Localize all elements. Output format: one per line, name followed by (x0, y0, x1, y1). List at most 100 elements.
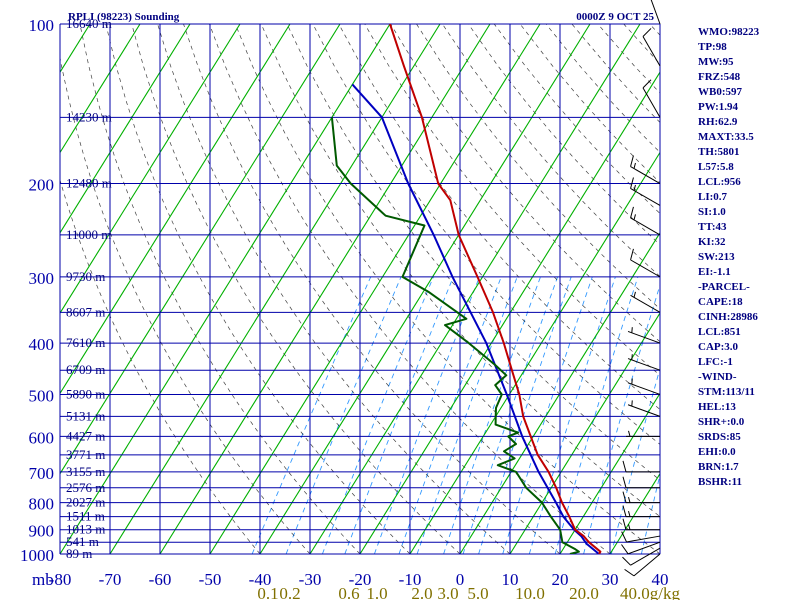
pressure-tick-label: 100 (29, 16, 55, 35)
mixing-ratio-tick-label: 3.0 (437, 584, 458, 600)
wind-barb-full (622, 518, 627, 530)
height-label: 16640 m (66, 16, 112, 31)
stability-index-item: HEL:13 (698, 401, 736, 413)
stability-index-item: SW:213 (698, 251, 735, 263)
mixing-ratio-tick-label: 2.0 (411, 584, 432, 600)
height-label: 11000 m (66, 227, 111, 242)
isotherm-line (60, 24, 391, 554)
stability-index-item: MW:95 (698, 56, 734, 68)
temperature-tick-label: 10 (502, 570, 519, 589)
pressure-tick-label: 300 (29, 269, 55, 288)
sounding-datetime: 0000Z 9 OCT 25 (576, 11, 654, 23)
isotherm-line (109, 24, 441, 554)
height-label: 14230 m (66, 109, 112, 124)
wind-barb (622, 505, 660, 518)
wind-barb-staff (630, 188, 661, 206)
pressure-tick-label: 200 (29, 176, 55, 195)
isotherm-line (60, 24, 141, 154)
mixing-ratio-tick-label: 0.6 (338, 584, 359, 600)
stability-index-item: FRZ:548 (698, 71, 741, 83)
wind-barb-full (621, 531, 627, 543)
stability-index-item: -PARCEL- (698, 281, 750, 293)
wind-barb-half (633, 214, 636, 221)
height-label: 8607 m (66, 304, 105, 319)
height-label: 2576 m (66, 480, 105, 495)
wind-barb-full (642, 79, 652, 89)
dewpoint-profile-line (330, 117, 580, 554)
isotherm-line (559, 392, 660, 554)
isotherm-line (209, 24, 541, 554)
mixing-ratio-tick-label: 0.2 (279, 584, 300, 600)
temperature-tick-label: -40 (249, 570, 272, 589)
height-label: 3771 m (66, 447, 105, 462)
temperature-axis-labels: -80 -70 -60 -50 -40 -30 -20 -10 0 10 20 30 40 (49, 570, 669, 589)
isotherm-line (159, 24, 491, 554)
pressure-tick-label: 1000 (20, 546, 54, 565)
stability-index-item: LI:0.7 (698, 191, 728, 203)
wind-barb-half (628, 430, 631, 437)
isotherm-line (509, 312, 660, 554)
wind-barb (650, 0, 661, 25)
stability-index-item: TP:98 (698, 41, 727, 53)
pressure-tick-label: 500 (29, 386, 55, 405)
wind-barb-staff (630, 547, 661, 566)
wind-barb-full (622, 476, 627, 488)
wind-barb (630, 177, 661, 206)
temperature-tick-label: -80 (49, 570, 72, 589)
mixing-ratio-line (251, 276, 372, 554)
mixing-ratio-tick-label: 20.0 (569, 584, 599, 600)
height-label: 6709 m (66, 362, 105, 377)
height-label: 2027 m (66, 495, 105, 510)
height-label: 7610 m (66, 335, 105, 350)
pressure-tick-label: 800 (29, 495, 55, 514)
mixing-ratio-labels: 0.1 0.2 0.6 1.0 2.0 3.0 5.0 10.0 20.0 40.0g/kg (257, 584, 680, 600)
pressure-tick-label: 400 (29, 335, 55, 354)
isotherm-line (359, 71, 660, 554)
wind-barb (621, 541, 661, 555)
temperature-tick-label: -50 (199, 570, 222, 589)
pressure-tick-label: 600 (29, 428, 55, 447)
stability-index-item: STM:113/11 (698, 386, 755, 398)
wind-barb-staff (633, 553, 661, 577)
wind-barb-full (622, 505, 627, 517)
mixing-ratio-tick-label: 40.0g/kg (620, 584, 680, 600)
pressure-axis-labels: 100 200 300 400 500 600 700 800 900 1000 mb (20, 16, 54, 589)
wind-barb-half (628, 524, 631, 530)
stability-index-item: CINH:28986 (698, 311, 758, 323)
mixing-ratio-line (462, 276, 559, 554)
wind-barbs (621, 0, 661, 577)
stability-index-item: WMO:98223 (698, 26, 760, 38)
wind-barb-half (628, 497, 631, 503)
isotherm-line (60, 24, 291, 395)
wind-barb (630, 155, 661, 184)
stability-index-item: SRDS:85 (698, 431, 741, 443)
wind-barb-full (630, 248, 634, 261)
wind-barb (622, 547, 661, 566)
wind-barb-full (630, 155, 634, 167)
height-label: 9730 m (66, 269, 105, 284)
stability-index-item: BRN:1.7 (698, 461, 739, 473)
height-label: 5890 m (66, 386, 105, 401)
stability-index-item: MAXT:33.5 (698, 131, 754, 143)
wind-barb-staff (630, 166, 661, 184)
mixing-ratio-line (344, 276, 454, 554)
temperature-profile-line (389, 24, 602, 554)
wind-barb-full (622, 556, 631, 566)
wind-barb (642, 79, 661, 118)
height-labels: 16640 m 14230 m 12480 m 11000 m 9730 m 8607 m… (66, 16, 112, 561)
station-title: RPLI (98223) Sounding (68, 11, 180, 23)
pressure-tick-label: 900 (29, 522, 55, 541)
wind-barb (630, 206, 661, 236)
sounding-series (330, 24, 602, 554)
wind-barb (630, 291, 661, 313)
height-label: 3155 m (66, 464, 105, 479)
isotherm-line (309, 24, 641, 554)
stability-index-item: LCL:956 (698, 176, 741, 188)
wind-barb-full (630, 206, 634, 219)
stability-index-item: EI:-1.1 (698, 266, 731, 278)
temperature-tick-label: -30 (299, 570, 322, 589)
wind-barb-staff (630, 259, 661, 278)
pressure-tick-label: 700 (29, 464, 55, 483)
wind-barb-full (622, 491, 627, 503)
wind-barb-staff (630, 217, 661, 236)
